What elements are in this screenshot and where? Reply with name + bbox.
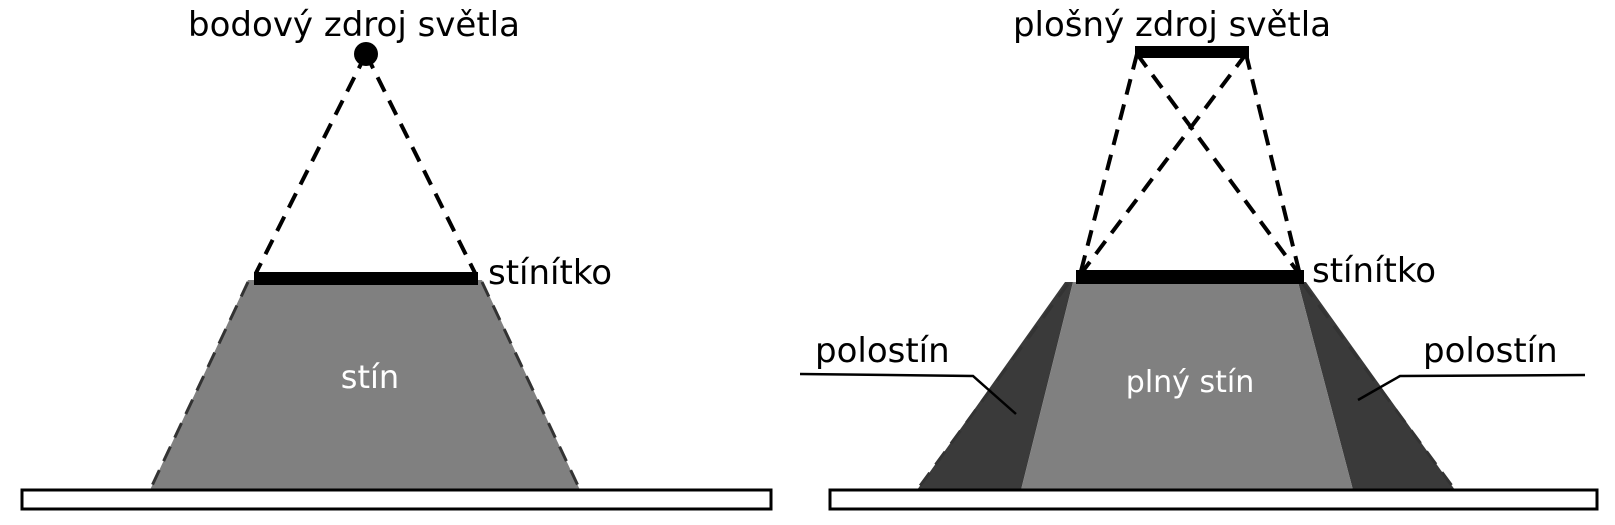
point-source-panel: bodový zdroj světla stínítko stín: [20, 5, 773, 511]
shadow-edge-left: [148, 281, 250, 491]
penumbra-edge-right: [1301, 283, 1457, 491]
ground-plate: [828, 488, 1599, 511]
light-ray-right: [364, 53, 477, 274]
ground-plate: [20, 488, 773, 511]
screen-bar: [1076, 270, 1304, 284]
screen-label: stínítko: [1312, 251, 1436, 291]
point-light-source-icon: [354, 42, 378, 66]
umbra-label: plný stín: [1126, 365, 1254, 400]
umbra-region: [1021, 282, 1353, 490]
penumbra-left-label: polostín: [815, 331, 950, 371]
penumbra-edge-left: [915, 283, 1070, 491]
ray-right-source-to-right-edge: [1244, 53, 1302, 276]
penumbra-right-label: polostín: [1423, 331, 1558, 371]
ray-left-source-to-right-edge: [1135, 52, 1302, 277]
light-ray-left: [254, 53, 368, 274]
ray-left-source-to-left-edge: [1078, 53, 1139, 276]
shadow-label: stín: [341, 358, 399, 396]
area-source-label: plošný zdroj světla: [1013, 5, 1331, 45]
penumbra-right-leader: [1357, 373, 1586, 402]
screen-bar: [254, 272, 478, 285]
shadow-region: [150, 280, 580, 490]
point-source-label: bodový zdroj světla: [188, 5, 520, 45]
shadow-edge-right: [480, 281, 582, 491]
penumbra-left-leader: [799, 372, 1017, 415]
ray-right-source-to-left-edge: [1078, 52, 1248, 277]
area-light-source-bar: [1135, 46, 1249, 58]
screen-label: stínítko: [488, 253, 612, 293]
area-source-panel: plošný zdroj světla stínítko plný stín p…: [799, 5, 1599, 511]
